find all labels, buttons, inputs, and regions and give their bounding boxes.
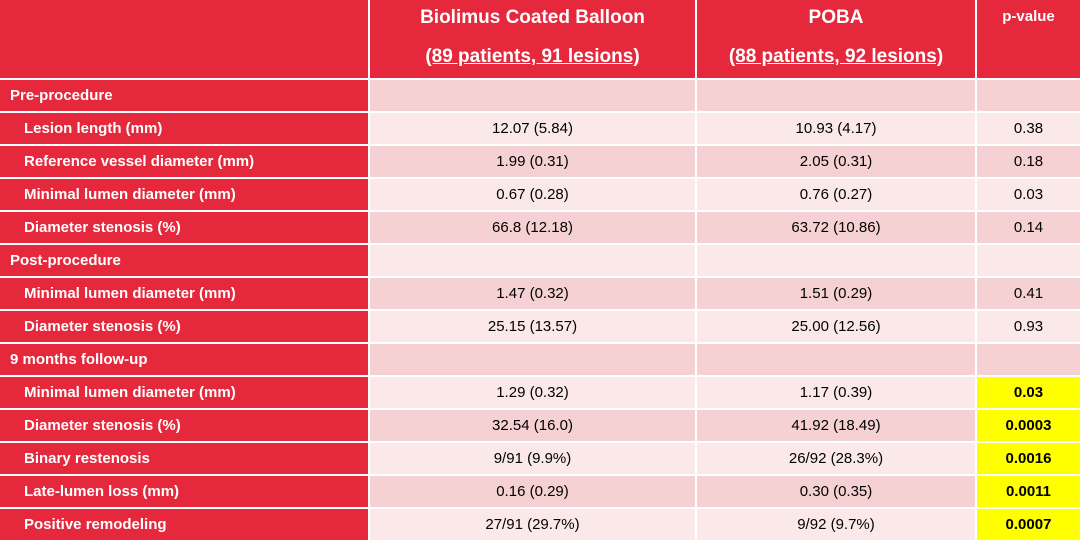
header-poba-subtitle: (88 patients, 92 lesions) (728, 46, 944, 67)
poba-value: 0.30 (0.35) (697, 476, 975, 507)
bcb-value: 1.47 (0.32) (370, 278, 695, 309)
row-label: Lesion length (mm) (0, 113, 368, 144)
table-row: Diameter stenosis (%) 32.54 (16.0) 41.92… (0, 410, 1080, 443)
header-bcb-title: Biolimus Coated Balloon (420, 7, 645, 28)
poba-value: 0.76 (0.27) (697, 179, 975, 210)
p-value: 0.93 (977, 311, 1080, 342)
section-spacer (977, 80, 1080, 111)
section-spacer (697, 344, 975, 375)
row-label: Reference vessel diameter (mm) (0, 146, 368, 177)
bcb-value: 0.67 (0.28) (370, 179, 695, 210)
header-poba-title: POBA (808, 7, 864, 28)
p-value: 0.18 (977, 146, 1080, 177)
bcb-value: 27/91 (29.7%) (370, 509, 695, 540)
row-label: Minimal lumen diameter (mm) (0, 179, 368, 210)
section-label: Pre-procedure (0, 80, 368, 111)
table-row: Late-lumen loss (mm) 0.16 (0.29) 0.30 (0… (0, 476, 1080, 509)
section-spacer (370, 245, 695, 276)
p-value-significant: 0.03 (977, 377, 1080, 408)
row-label: Minimal lumen diameter (mm) (0, 377, 368, 408)
table-row: Lesion length (mm) 12.07 (5.84) 10.93 (4… (0, 113, 1080, 146)
poba-value: 25.00 (12.56) (697, 311, 975, 342)
bcb-value: 32.54 (16.0) (370, 410, 695, 441)
p-value: 0.14 (977, 212, 1080, 243)
table-row: Minimal lumen diameter (mm) 1.47 (0.32) … (0, 278, 1080, 311)
row-label: Diameter stenosis (%) (0, 212, 368, 243)
section-row-pre: Pre-procedure (0, 80, 1080, 113)
table-row: Reference vessel diameter (mm) 1.99 (0.3… (0, 146, 1080, 179)
header-poba: POBA (88 patients, 92 lesions) (697, 0, 975, 78)
table-row: Diameter stenosis (%) 25.15 (13.57) 25.0… (0, 311, 1080, 344)
header-bcb: Biolimus Coated Balloon (89 patients, 91… (370, 0, 695, 78)
row-label: Binary restenosis (0, 443, 368, 474)
poba-value: 41.92 (18.49) (697, 410, 975, 441)
section-row-followup: 9 months follow-up (0, 344, 1080, 377)
poba-value: 1.17 (0.39) (697, 377, 975, 408)
table-row: Binary restenosis 9/91 (9.9%) 26/92 (28.… (0, 443, 1080, 476)
bcb-value: 0.16 (0.29) (370, 476, 695, 507)
section-spacer (370, 80, 695, 111)
section-row-post: Post-procedure (0, 245, 1080, 278)
table-row: Positive remodeling 27/91 (29.7%) 9/92 (… (0, 509, 1080, 542)
p-value: 0.41 (977, 278, 1080, 309)
section-spacer (977, 344, 1080, 375)
section-spacer (697, 80, 975, 111)
bcb-value: 66.8 (12.18) (370, 212, 695, 243)
poba-value: 10.93 (4.17) (697, 113, 975, 144)
p-value: 0.03 (977, 179, 1080, 210)
row-label: Diameter stenosis (%) (0, 311, 368, 342)
table-row: Diameter stenosis (%) 66.8 (12.18) 63.72… (0, 212, 1080, 245)
poba-value: 9/92 (9.7%) (697, 509, 975, 540)
p-value: 0.38 (977, 113, 1080, 144)
table-row: Minimal lumen diameter (mm) 0.67 (0.28) … (0, 179, 1080, 212)
row-label: Diameter stenosis (%) (0, 410, 368, 441)
p-value-significant: 0.0016 (977, 443, 1080, 474)
row-label: Late-lumen loss (mm) (0, 476, 368, 507)
poba-value: 26/92 (28.3%) (697, 443, 975, 474)
poba-value: 2.05 (0.31) (697, 146, 975, 177)
p-value-significant: 0.0007 (977, 509, 1080, 540)
poba-value: 63.72 (10.86) (697, 212, 975, 243)
header-pvalue-title: p-value (1002, 8, 1055, 25)
p-value-significant: 0.0011 (977, 476, 1080, 507)
p-value-significant: 0.0003 (977, 410, 1080, 441)
row-label: Minimal lumen diameter (mm) (0, 278, 368, 309)
section-spacer (977, 245, 1080, 276)
header-label-blank (0, 0, 368, 78)
section-spacer (697, 245, 975, 276)
bcb-value: 1.99 (0.31) (370, 146, 695, 177)
bcb-value: 12.07 (5.84) (370, 113, 695, 144)
poba-value: 1.51 (0.29) (697, 278, 975, 309)
section-label: Post-procedure (0, 245, 368, 276)
table-row: Minimal lumen diameter (mm) 1.29 (0.32) … (0, 377, 1080, 410)
bcb-value: 1.29 (0.32) (370, 377, 695, 408)
section-spacer (370, 344, 695, 375)
header-bcb-subtitle: (89 patients, 91 lesions) (425, 46, 640, 67)
bcb-value: 25.15 (13.57) (370, 311, 695, 342)
row-label: Positive remodeling (0, 509, 368, 540)
section-label: 9 months follow-up (0, 344, 368, 375)
header-pvalue: p-value (977, 0, 1080, 78)
bcb-value: 9/91 (9.9%) (370, 443, 695, 474)
